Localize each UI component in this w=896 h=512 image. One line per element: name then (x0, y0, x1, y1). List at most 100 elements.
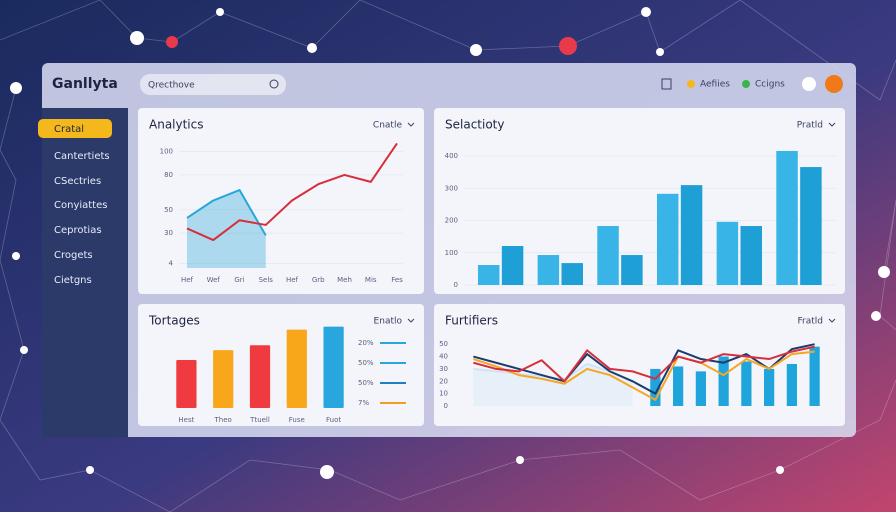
y-tick-label: 50 (439, 340, 448, 348)
bar (740, 226, 762, 285)
y-tick-label: 50 (164, 206, 173, 214)
bar (176, 359, 197, 408)
avatar[interactable] (825, 75, 843, 93)
y-tick-label: 80 (164, 171, 173, 179)
y-tick-label: 300 (445, 184, 458, 192)
action-icon (742, 80, 750, 88)
x-tick-label: Hef (286, 276, 299, 284)
bar (695, 371, 706, 406)
x-tick-label: Fes (391, 276, 403, 284)
bar (786, 363, 797, 406)
y-tick-label: 100 (160, 148, 173, 156)
bar (323, 326, 344, 408)
x-tick-label: Ttuell (249, 416, 270, 424)
line (186, 142, 398, 242)
line (473, 343, 815, 395)
card-menu: Enatlo (374, 317, 403, 327)
nav-item[interactable]: Cietgns (54, 275, 92, 286)
bar (673, 366, 684, 406)
bar (621, 255, 643, 285)
card (138, 304, 424, 426)
x-tick-label: Grb (312, 276, 325, 284)
bar (656, 193, 679, 285)
x-tick-label: Theo (214, 416, 232, 424)
card-menu: Pratld (797, 121, 823, 131)
bar (776, 150, 798, 285)
bar (213, 350, 234, 408)
y-tick-label: 0 (454, 281, 458, 289)
card-title: Selactioty (445, 118, 504, 132)
legend-label: 50% (358, 379, 374, 387)
brand: Ganllyta (52, 76, 118, 92)
bar (501, 246, 524, 285)
area-line (186, 189, 267, 236)
bar (286, 329, 307, 408)
x-tick-label: Mis (365, 276, 377, 284)
bar (716, 221, 739, 285)
x-tick-label: Gri (234, 276, 244, 284)
help-icon[interactable] (802, 77, 816, 91)
card-title: Analytics (149, 118, 204, 132)
nav-item[interactable]: CSectries (54, 176, 101, 187)
x-tick-label: Fuot (326, 416, 341, 424)
network-dots (10, 7, 890, 479)
calendar-icon[interactable] (661, 78, 672, 90)
line (473, 345, 815, 383)
card (138, 108, 424, 294)
bar (809, 346, 820, 406)
y-tick-label: 40 (439, 353, 448, 361)
menu-chevron (407, 122, 415, 127)
bar (718, 356, 729, 406)
bar (764, 368, 775, 406)
x-tick-label: Hef (181, 276, 194, 284)
y-tick-label: 400 (445, 152, 458, 160)
bar (249, 345, 271, 408)
y-tick-label: 4 (169, 259, 174, 267)
card-menu: Fratld (798, 317, 823, 327)
sidebar (42, 108, 128, 437)
action[interactable]: Aefiies (700, 80, 730, 90)
nav-item[interactable]: Crogets (54, 250, 93, 261)
bar (650, 368, 661, 406)
nav-item[interactable]: Cantertiets (54, 151, 110, 162)
legend-label: 7% (358, 399, 369, 407)
bar (680, 185, 703, 285)
y-tick-label: 30 (439, 365, 448, 373)
bar (741, 361, 752, 406)
x-tick-label: Hest (178, 416, 194, 424)
action-icon (687, 80, 695, 88)
search-box[interactable] (140, 74, 286, 95)
x-tick-label: Fuse (289, 416, 305, 424)
menu-chevron (828, 318, 836, 323)
menu-chevron (407, 318, 415, 323)
card-title: Tortages (148, 314, 200, 328)
card-menu: Cnatle (373, 121, 403, 131)
nav-item[interactable]: Conyiattes (54, 200, 107, 211)
x-tick-label: Wef (207, 276, 221, 284)
y-tick-label: 100 (445, 249, 458, 257)
action[interactable]: Ccigns (755, 80, 785, 90)
menu-chevron (828, 122, 836, 127)
nav-item[interactable]: Cratal (54, 124, 84, 135)
bar (800, 167, 822, 285)
y-tick-label: 10 (439, 390, 448, 398)
bar (561, 263, 583, 285)
legend-label: 20% (358, 339, 374, 347)
x-tick-label: Meh (337, 276, 352, 284)
line (473, 350, 815, 401)
bar (477, 265, 500, 285)
y-tick-label: 30 (164, 229, 173, 237)
bar (597, 226, 619, 285)
y-tick-label: 200 (445, 217, 458, 225)
x-tick-label: Sels (259, 276, 274, 284)
nav-item[interactable]: Ceprotias (54, 225, 102, 236)
card-title: Furtifiers (445, 314, 498, 328)
legend-label: 50% (358, 359, 374, 367)
search-icon[interactable] (269, 79, 279, 89)
y-tick-label: 20 (439, 377, 448, 385)
active-nav (38, 119, 112, 138)
area (473, 363, 633, 406)
search-text: Qrecthove (148, 81, 195, 91)
y-tick-label: 0 (444, 402, 448, 410)
